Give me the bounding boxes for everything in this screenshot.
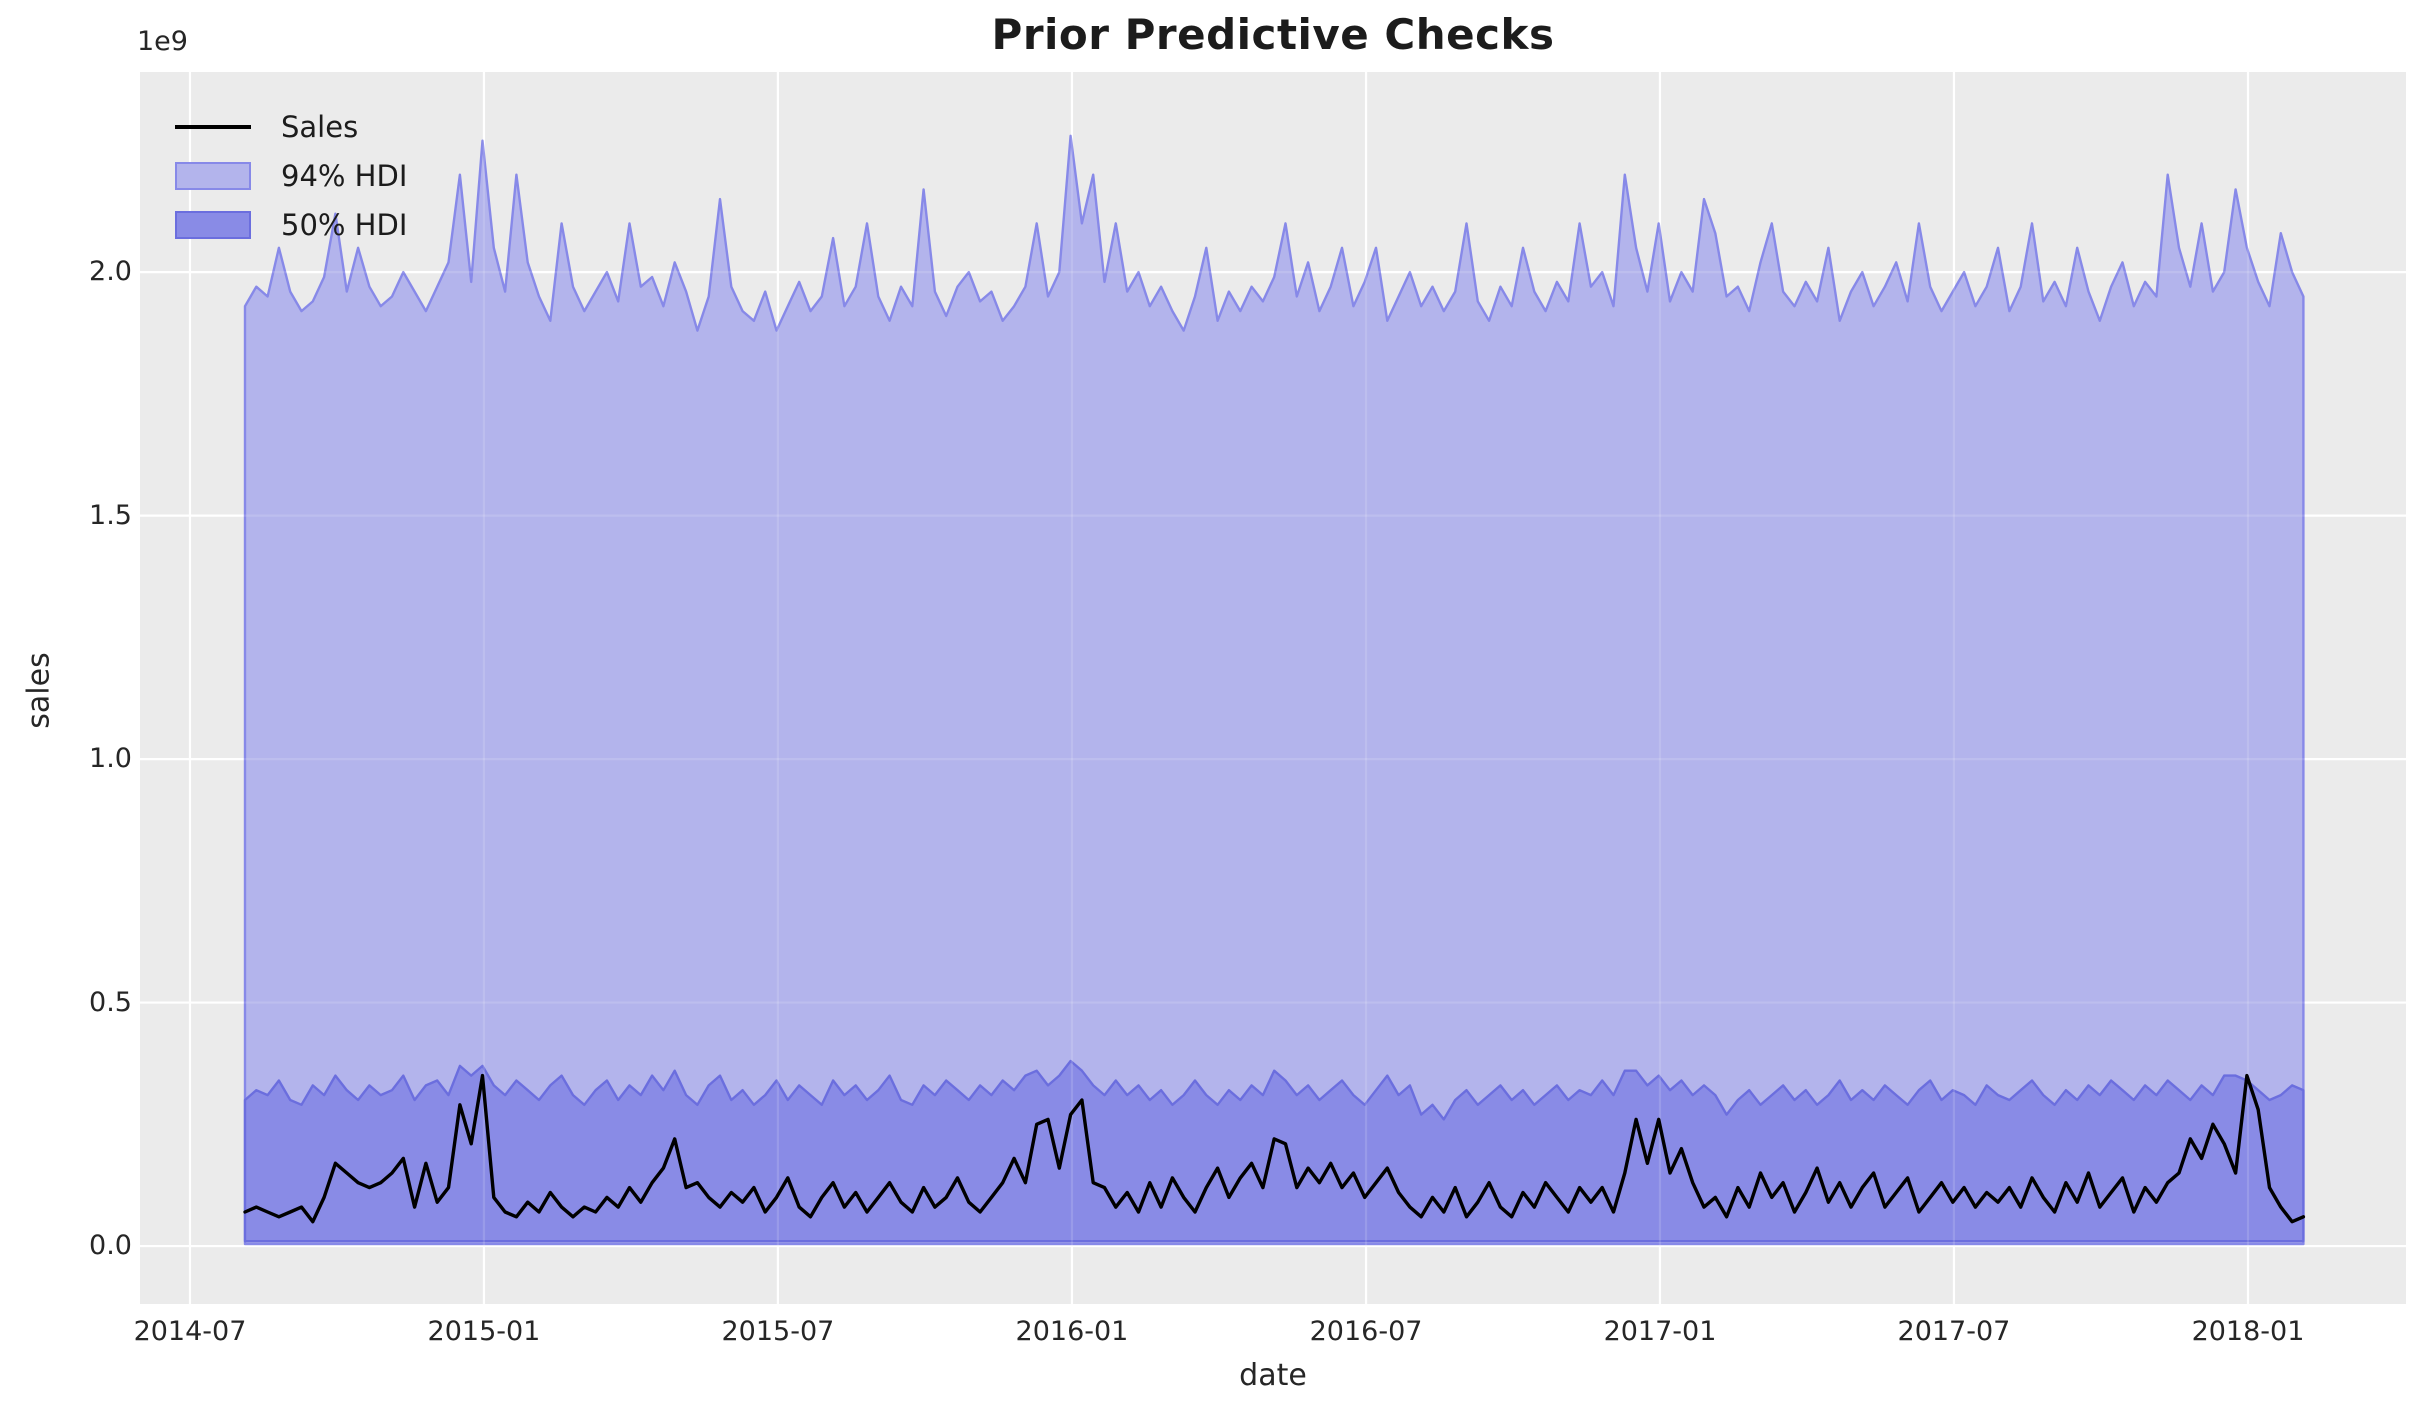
hdi94-patch-swatch [175,161,251,190]
x-tick-label: 2016-01 [1015,1316,1129,1347]
x-tick-label: 2015-01 [427,1316,541,1347]
y-tick-label: 0.5 [89,986,132,1018]
sales-line-swatch [175,124,251,129]
x-tick-label: 2014-07 [133,1316,247,1347]
x-tick-label: 2015-07 [721,1316,835,1347]
y-axis-offset-text: 1e9 [137,26,188,57]
y-tick-label: 1.5 [89,499,132,531]
legend-label-hdi94: 94% HDI [281,158,408,193]
hdi50-patch-swatch [175,210,251,239]
x-tick-label: 2017-07 [1897,1316,2011,1347]
y-axis-label: sales [21,652,57,729]
legend-label-sales: Sales [281,109,359,144]
x-tick-label: 2018-01 [2191,1316,2305,1347]
legend-item-sales: Sales [175,102,407,151]
hdi94-band [243,134,2305,1246]
legend-item-hdi50: 50% HDI [175,200,407,249]
y-tick-label: 1.0 [89,743,132,775]
legend-label-hdi50: 50% HDI [281,207,408,242]
chart-title: Prior Predictive Checks [991,10,1555,59]
sales-line [243,1073,2306,1224]
legend-item-hdi94: 94% HDI [175,151,407,200]
legend: Sales 94% HDI 50% HDI [175,102,407,249]
x-tick-label: 2017-01 [1603,1316,1717,1347]
y-tick-label: 2.0 [89,256,132,288]
y-tick-label: 0.0 [89,1230,132,1262]
x-tick-label: 2016-07 [1309,1316,1423,1347]
x-axis-label: date [1239,1358,1307,1393]
